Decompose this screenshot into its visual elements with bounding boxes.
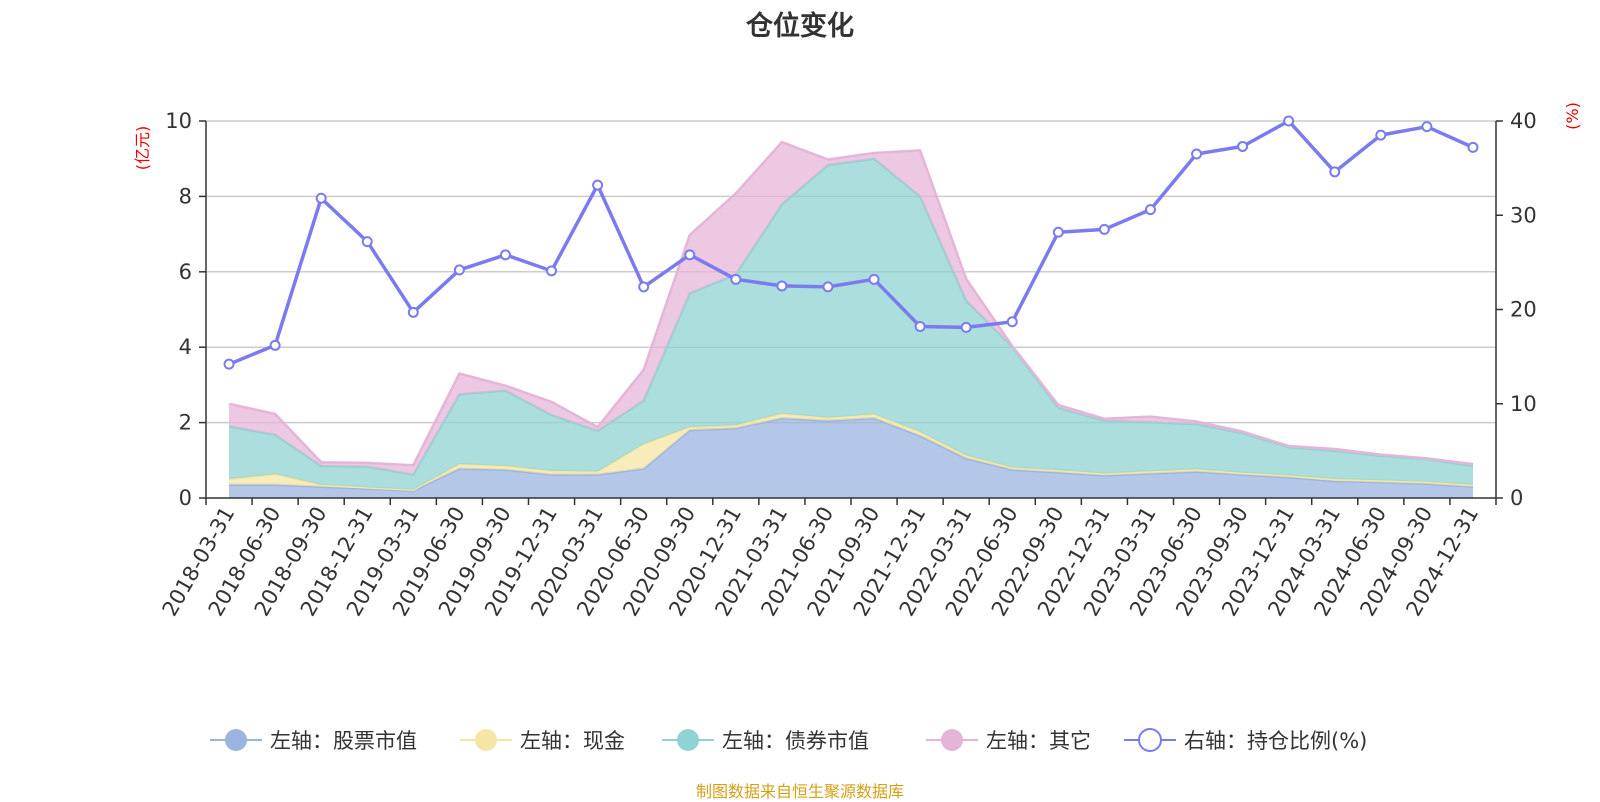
ratio-line-path — [228, 119, 1474, 366]
ratio-point — [1467, 141, 1479, 153]
legend-label: 左轴：现金 — [520, 729, 625, 753]
area-edge-左轴：其它 — [228, 140, 1474, 467]
ratio-point — [1421, 121, 1433, 133]
ratio-point — [1098, 223, 1110, 235]
legend-marker — [225, 729, 247, 751]
chart-title: 仓位变化 — [746, 11, 854, 42]
left-tick-label: 10 — [165, 109, 192, 133]
ratio-point — [1191, 148, 1203, 160]
right-tick-label: 0 — [1510, 486, 1523, 510]
ratio-point — [361, 236, 373, 248]
left-tick-label: 2 — [179, 411, 192, 435]
ratio-point — [269, 339, 281, 351]
ratio-point — [1144, 204, 1156, 216]
ratio-point — [499, 249, 511, 261]
ratio-point — [1052, 226, 1064, 238]
ratio-line — [223, 115, 1479, 370]
ratio-point — [1375, 129, 1387, 141]
left-tick-label: 0 — [179, 486, 192, 510]
legend-label: 左轴：债券市值 — [722, 729, 869, 753]
ratio-point — [546, 265, 558, 277]
legend-label: 左轴：其它 — [986, 729, 1091, 753]
ratio-point — [453, 264, 465, 276]
ratio-point — [1283, 115, 1295, 127]
legend-marker — [1138, 728, 1162, 752]
ratio-point — [407, 306, 419, 318]
ratio-point — [315, 192, 327, 204]
ratio-point — [960, 321, 972, 333]
ratio-point — [1329, 166, 1341, 178]
ratio-point — [638, 281, 650, 293]
axes — [199, 120, 1503, 505]
left-axis-unit: (亿元) — [133, 126, 152, 171]
stacked-areas — [228, 140, 1474, 498]
right-tick-label: 40 — [1510, 109, 1537, 133]
right-axis-unit: (%) — [1563, 102, 1582, 130]
left-tick-label: 6 — [179, 260, 192, 284]
area-左轴：股票市值 — [229, 418, 1473, 498]
ratio-point — [914, 320, 926, 332]
left-tick-label: 4 — [179, 335, 192, 359]
legend-marker — [941, 729, 963, 751]
area-左轴：债券市值 — [229, 158, 1473, 490]
ratio-point — [684, 249, 696, 261]
ratio-point — [822, 281, 834, 293]
legend-marker — [677, 729, 699, 751]
right-tick-label: 20 — [1510, 298, 1537, 322]
right-tick-label: 10 — [1510, 392, 1537, 416]
ratio-point — [592, 179, 604, 191]
legend-label: 右轴：持仓比例(%) — [1184, 729, 1367, 753]
left-tick-label: 8 — [179, 184, 192, 208]
right-tick-label: 30 — [1510, 203, 1537, 227]
legend-marker — [475, 729, 497, 751]
legend-label: 左轴：股票市值 — [270, 729, 417, 753]
ratio-point — [223, 358, 235, 370]
ratio-point — [776, 280, 788, 292]
source-note: 制图数据来自恒生聚源数据库 — [695, 782, 904, 801]
legend: 左轴：股票市值 左轴：现金 左轴：债券市值 左轴：其它 右轴：持仓比例(%) — [210, 728, 1367, 753]
ratio-point — [1006, 316, 1018, 328]
ratio-point — [730, 273, 742, 285]
ratio-point — [1237, 140, 1249, 152]
ratio-point — [868, 273, 880, 285]
